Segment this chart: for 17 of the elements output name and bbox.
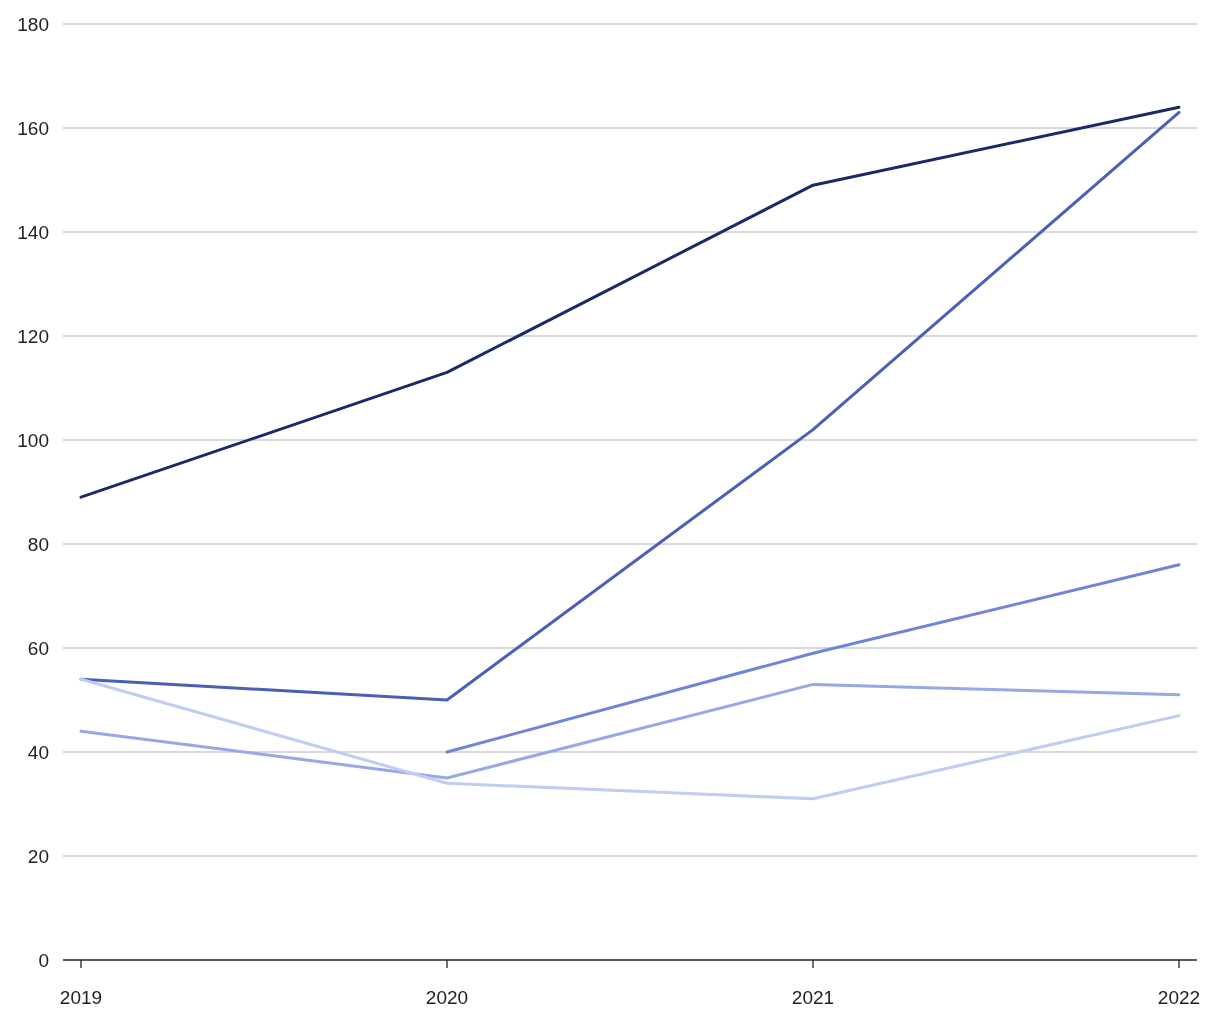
y-tick-label: 120 [17, 325, 49, 347]
y-tick-label: 60 [27, 637, 49, 659]
y-tick-label: 0 [38, 949, 49, 971]
y-tick-label: 100 [17, 429, 49, 451]
y-tick-label: 140 [17, 221, 49, 243]
line-series [79, 105, 1181, 499]
x-tick-label: 2020 [425, 987, 469, 1008]
y-tick-label: 180 [17, 13, 49, 35]
line-series [79, 682, 1181, 780]
y-tick-label: 40 [27, 741, 49, 763]
x-tick-label: 2019 [59, 987, 103, 1008]
line-series [79, 677, 1181, 801]
y-tick-label: 20 [27, 845, 49, 867]
y-tick-label: 80 [27, 533, 49, 555]
y-tick-label: 160 [17, 117, 49, 139]
x-tick-label: 2021 [791, 987, 835, 1008]
x-tick-label: 2022 [1157, 987, 1201, 1008]
